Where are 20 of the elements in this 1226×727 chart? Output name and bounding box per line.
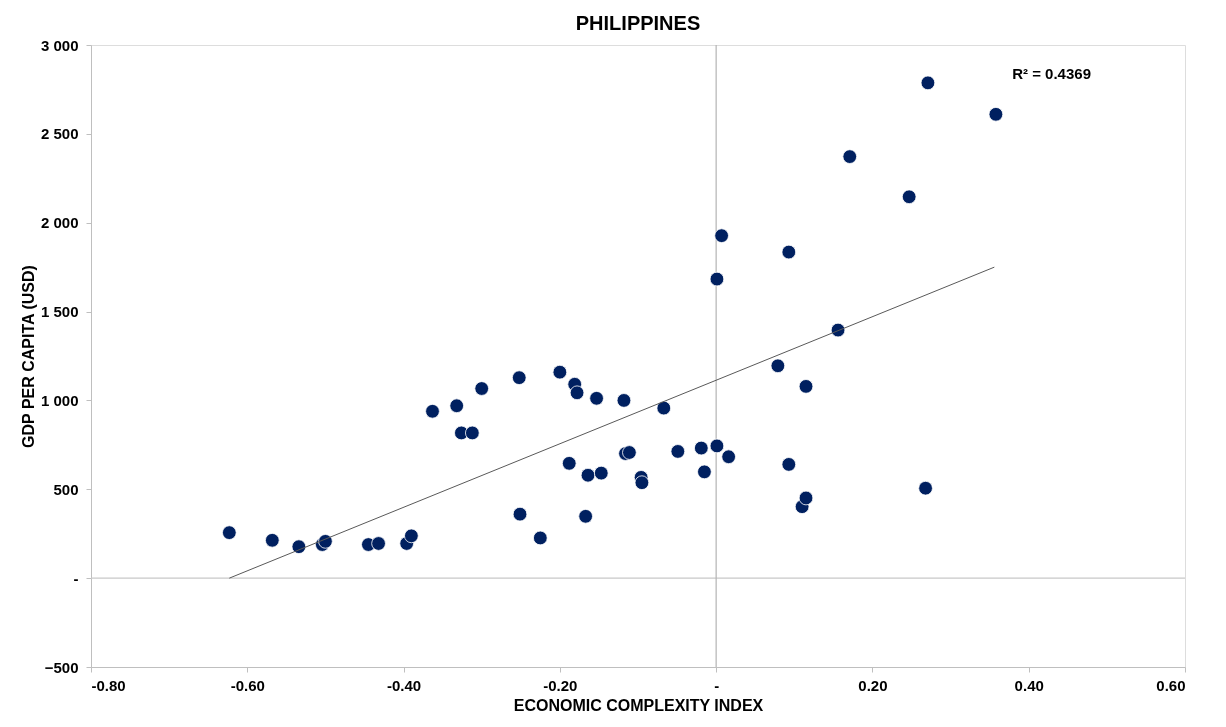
x-tick-label: 0.20 [858, 676, 888, 694]
chart-title: PHILIPPINES [575, 12, 701, 34]
y-tick-label: - [73, 569, 79, 587]
y-tick-label: 2 500 [40, 125, 79, 143]
x-tick-label: -0.20 [543, 676, 578, 694]
y-tick-label: 2 000 [40, 214, 79, 232]
annotation: R² = 0.4369 [1012, 65, 1091, 82]
x-tick-label: -0.80 [91, 676, 126, 694]
y-axis-title: GDP PER CAPITA (USD) [19, 265, 37, 448]
y-tick-label: 1 000 [40, 391, 79, 409]
x-axis-title: ECONOMIC COMPLEXITY INDEX [513, 696, 764, 714]
y-tick-label: 1 500 [40, 303, 79, 321]
x-tick-label: -0.60 [230, 676, 265, 694]
x-tick-label: -0.40 [386, 676, 422, 694]
y-tick-label: 500 [53, 480, 79, 498]
x-tick-label: 0.60 [1156, 676, 1186, 694]
y-tick-label: 3 000 [40, 36, 79, 54]
y-tick-label: −500 [44, 658, 79, 676]
x-tick-label: - [714, 676, 720, 694]
x-tick-label: 0.40 [1014, 676, 1044, 694]
